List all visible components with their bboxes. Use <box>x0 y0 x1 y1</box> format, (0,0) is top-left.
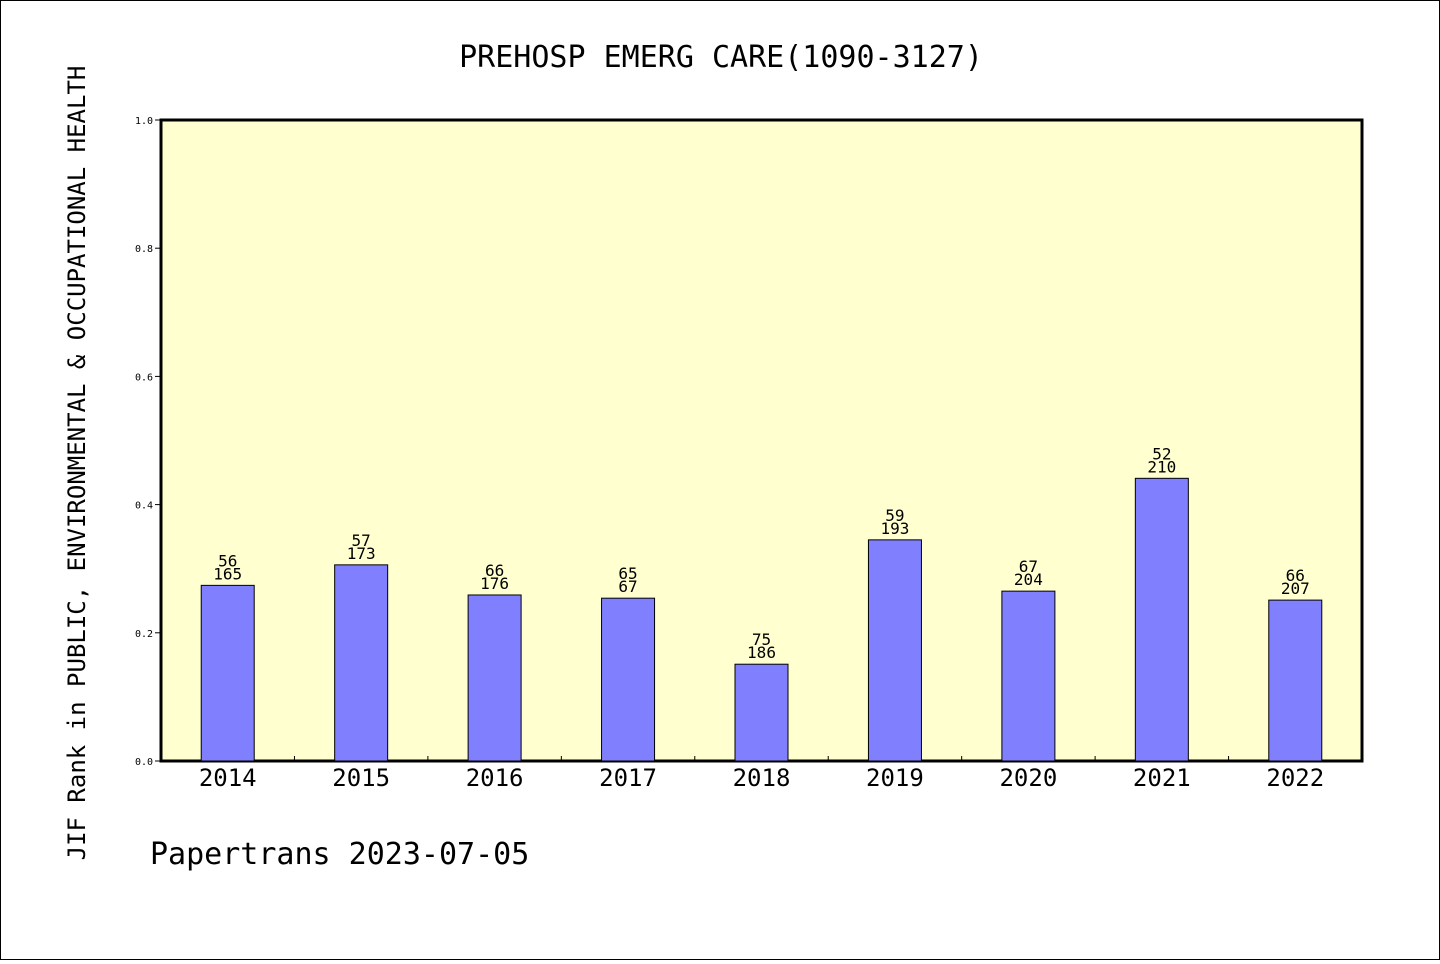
bar <box>1134 477 1189 762</box>
y-tick-label: 1.0 <box>135 116 153 127</box>
bar-series <box>200 477 1323 762</box>
x-tick-label: 2019 <box>866 764 924 792</box>
chart-title: PREHOSP EMERG CARE(1090-3127) <box>459 40 983 75</box>
x-tick-label: 2015 <box>332 764 390 792</box>
data-label-rank: 75 <box>752 630 771 649</box>
x-tick-label: 2021 <box>1133 764 1191 792</box>
data-label-rank: 57 <box>352 531 371 550</box>
footer-credit: Papertrans 2023-07-05 <box>150 837 529 872</box>
data-label-rank: 59 <box>885 506 904 525</box>
bar <box>334 564 389 762</box>
x-tick-label: 2022 <box>1266 764 1324 792</box>
data-label-total: 210 <box>1147 457 1176 476</box>
bar <box>1268 599 1323 762</box>
y-axis: 0.0 0.2 0.4 0.6 0.8 1.0 <box>135 116 161 768</box>
data-label-total: 193 <box>880 519 909 538</box>
data-label-total: 67 <box>618 577 637 596</box>
y-tick-label: 0.8 <box>135 244 153 255</box>
x-tick-label: 2020 <box>999 764 1057 792</box>
x-tick-label: 2018 <box>733 764 791 792</box>
data-label-rank: 66 <box>1286 566 1305 585</box>
x-tick-label: 2017 <box>599 764 657 792</box>
y-tick-label: 0.4 <box>135 501 153 512</box>
data-label-rank: 67 <box>1019 557 1038 576</box>
data-label-rank: 56 <box>218 551 237 570</box>
bar <box>734 663 789 762</box>
bar <box>1001 590 1056 762</box>
y-tick-label: 0.0 <box>135 757 153 768</box>
x-tick-label: 2016 <box>466 764 524 792</box>
data-label-rank: 66 <box>485 561 504 580</box>
data-label-total: 165 <box>213 564 242 583</box>
bar <box>867 539 922 762</box>
data-label-rank: 52 <box>1152 444 1171 463</box>
x-tick-label: 2014 <box>199 764 257 792</box>
bar <box>467 594 522 762</box>
bar <box>601 597 656 762</box>
y-axis-label: JIF Rank in PUBLIC, ENVIRONMENTAL & OCCU… <box>63 66 91 861</box>
data-label-total: 204 <box>1014 570 1043 589</box>
data-labels: 5616557173661766567751865919367204522106… <box>213 444 1309 662</box>
x-axis: 2014 2015 2016 2017 2018 2019 2020 2021 2022 <box>199 756 1324 792</box>
data-label-total: 176 <box>480 574 509 593</box>
data-label-rank: 65 <box>618 564 637 583</box>
data-label-total: 207 <box>1281 579 1310 598</box>
bar <box>200 584 255 762</box>
y-tick-label: 0.2 <box>135 629 153 640</box>
data-label-total: 186 <box>747 643 776 662</box>
data-label-total: 173 <box>347 544 376 563</box>
y-tick-label: 0.6 <box>135 372 153 383</box>
